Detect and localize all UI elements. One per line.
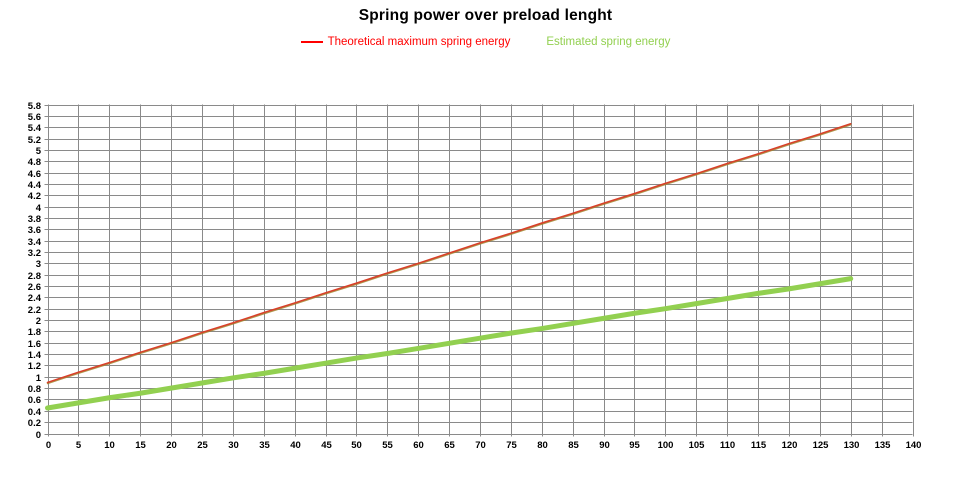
legend: Theoretical maximum spring energy Estimat… — [0, 36, 971, 48]
y-tick-label: 0.6 — [28, 395, 41, 406]
y-tick-label: 1.4 — [28, 350, 42, 361]
x-tick-label: 25 — [197, 440, 208, 451]
legend-item-theoretical: Theoretical maximum spring energy — [300, 36, 511, 48]
y-tick-label: 5.6 — [28, 112, 41, 123]
x-tick-label: 50 — [351, 440, 362, 451]
legend-item-estimated: Estimated spring energy — [546, 36, 670, 48]
series-line-theoretical — [46, 122, 852, 384]
y-tick-label: 5 — [36, 146, 42, 157]
y-tick-label: 1 — [36, 373, 42, 384]
x-tick-label: 140 — [906, 440, 922, 451]
y-tick-label: 0.4 — [28, 407, 42, 418]
x-tick-label: 35 — [259, 440, 270, 451]
x-tick-label: 10 — [104, 440, 115, 451]
x-tick-label: 75 — [506, 440, 517, 451]
x-tick-label: 95 — [629, 440, 640, 451]
y-tick-label: 0.2 — [28, 418, 41, 429]
x-tick-label: 20 — [166, 440, 177, 451]
x-tick-label: 125 — [813, 440, 830, 451]
y-tick-label: 3.4 — [28, 237, 42, 248]
x-tick-label: 110 — [720, 440, 735, 451]
x-tick-label: 80 — [537, 440, 548, 451]
legend-label: Theoretical maximum spring energy — [327, 36, 511, 48]
chart-title: Spring power over preload lenght — [358, 7, 613, 24]
y-tick-label: 1.6 — [28, 339, 41, 350]
y-tick-label: 4.8 — [28, 157, 41, 168]
legend-label: Estimated spring energy — [546, 36, 671, 48]
y-tick-label: 3.6 — [28, 225, 41, 236]
x-tick-label: 70 — [475, 440, 486, 451]
x-tick-label: 85 — [568, 440, 579, 451]
y-tick-label: 2.4 — [28, 293, 42, 304]
legend-line-marker — [300, 41, 323, 43]
x-tick-label: 55 — [382, 440, 393, 451]
y-tick-label: 4 — [36, 203, 42, 214]
y-tick-label: 0.8 — [28, 384, 41, 395]
y-tick-label: 5.4 — [28, 123, 42, 134]
y-tick-label: 1.8 — [28, 327, 41, 338]
y-tick-label: 1.2 — [28, 361, 41, 372]
y-tick-label: 3 — [36, 259, 41, 270]
y-tick-label: 5.2 — [28, 135, 41, 146]
y-tick-label: 0 — [36, 430, 41, 441]
y-tick-label: 2 — [36, 316, 41, 327]
x-tick-label: 90 — [599, 440, 610, 451]
series-line-edge — [46, 124, 852, 385]
x-tick-label: 100 — [658, 440, 674, 451]
y-tick-label: 4.6 — [28, 169, 41, 180]
x-tick-label: 0 — [46, 440, 51, 451]
x-tick-label: 5 — [76, 440, 82, 451]
series-line-estimated — [45, 276, 854, 411]
x-tick-label: 105 — [689, 440, 706, 451]
x-tick-label: 15 — [135, 440, 146, 451]
y-tick-label: 3.2 — [28, 248, 41, 259]
y-tick-label: 5.8 — [28, 101, 41, 112]
y-tick-label: 2.6 — [28, 282, 41, 293]
x-tick-label: 30 — [228, 440, 239, 451]
x-tick-label: 130 — [844, 440, 860, 451]
y-tick-label: 4.2 — [28, 191, 41, 202]
x-tick-label: 40 — [290, 440, 301, 451]
x-tick-label: 65 — [444, 440, 455, 451]
y-tick-label: 2.2 — [28, 305, 41, 316]
y-tick-label: 2.8 — [28, 271, 41, 282]
x-tick-label: 45 — [321, 440, 332, 451]
y-tick-label: 4.4 — [28, 180, 42, 191]
x-tick-label: 120 — [782, 440, 798, 451]
x-tick-label: 60 — [413, 440, 424, 451]
x-tick-label: 115 — [751, 440, 767, 451]
x-tick-label: 135 — [875, 440, 892, 451]
y-tick-label: 3.8 — [28, 214, 41, 225]
